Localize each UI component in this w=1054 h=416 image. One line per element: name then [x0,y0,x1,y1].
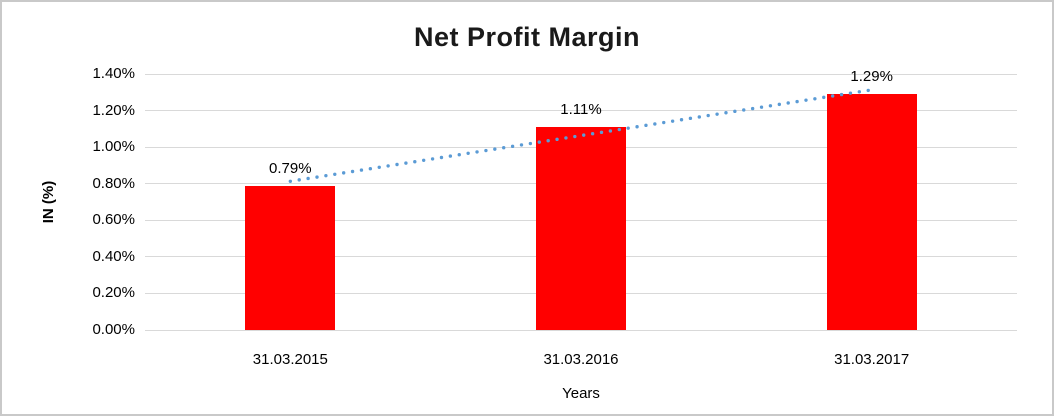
y-axis-tick-label: 1.00% [92,138,135,156]
y-axis-tick-label: 1.20% [92,101,135,119]
y-axis-tick-label: 1.40% [92,65,135,82]
y-axis-tick-label: 0.80% [92,174,135,192]
data-label: 0.79% [269,159,312,177]
data-label: 1.29% [850,68,893,86]
chart-title: Net Profit Margin [413,22,640,52]
y-axis-tick-label: 0.60% [92,211,135,229]
bar-31.03.2015 [245,185,336,330]
gridline [145,329,1017,331]
x-axis-tick-label: 31.03.2016 [543,351,619,368]
x-axis-title: Years [562,385,600,402]
y-axis-tick-label: 0.20% [92,284,135,302]
y-axis-tick-label: 0.00% [92,321,135,338]
x-axis-tick-label: 31.03.2017 [834,351,910,368]
data-label: 1.11% [560,101,602,119]
gridline [145,73,1017,75]
y-axis-title: IN (%) [40,180,57,224]
x-axis-tick-label: 31.03.2015 [252,351,328,368]
y-axis-tick-label: 0.40% [92,247,135,265]
bar-31.03.2017 [826,94,917,330]
bar-31.03.2016 [536,127,626,330]
